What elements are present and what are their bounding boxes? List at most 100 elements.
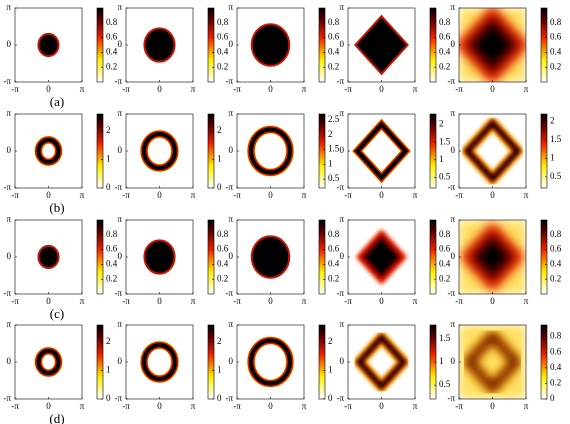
y-tick-label: 0 bbox=[451, 356, 456, 366]
colorbar-tick-label: 1 bbox=[328, 158, 333, 168]
colorbar bbox=[429, 113, 437, 189]
colorbar bbox=[207, 7, 215, 83]
colorbar-tick-label: 2.5 bbox=[328, 114, 340, 124]
heatmap bbox=[14, 219, 83, 295]
colorbar-tick-label: 0.8 bbox=[217, 17, 229, 27]
colorbar-tick-label: 0.4 bbox=[217, 46, 229, 56]
heatmap bbox=[458, 324, 527, 400]
heatmap bbox=[458, 219, 527, 295]
x-tick-label: 0 bbox=[157, 190, 162, 200]
x-tick-label: -π bbox=[11, 84, 19, 94]
colorbar-tick-label: 0.2 bbox=[217, 273, 228, 283]
heatmap bbox=[14, 7, 83, 83]
x-tick-label: 0 bbox=[46, 84, 51, 94]
heatmap bbox=[125, 219, 194, 295]
colorbar-tick-label: 0.5 bbox=[328, 173, 340, 183]
y-tick-label: -π bbox=[336, 288, 344, 298]
x-tick-label: 0 bbox=[157, 296, 162, 306]
heatmap bbox=[347, 7, 416, 83]
disk bbox=[37, 32, 60, 58]
heatmap bbox=[458, 7, 527, 83]
ring bbox=[249, 127, 292, 175]
colorbar-tick-label: 0.6 bbox=[106, 244, 118, 254]
colorbar-tick-label: 2 bbox=[550, 115, 555, 125]
disk bbox=[143, 239, 176, 275]
row-label: (b) bbox=[49, 200, 64, 215]
colorbar-tick-label: 0.8 bbox=[106, 229, 118, 239]
colorbar-tick-label: 1 bbox=[550, 152, 555, 162]
disk bbox=[467, 229, 518, 285]
disk bbox=[463, 13, 522, 77]
x-tick-label: 0 bbox=[268, 84, 273, 94]
heatmap bbox=[125, 7, 194, 83]
x-tick-label: π bbox=[524, 401, 529, 411]
disk bbox=[354, 14, 409, 76]
disk bbox=[37, 244, 60, 270]
y-tick-label: π bbox=[117, 108, 122, 118]
y-tick-label: -π bbox=[114, 182, 122, 192]
colorbar-tick-label: 0.5 bbox=[439, 171, 451, 181]
x-tick-label: -π bbox=[344, 84, 352, 94]
x-tick-label: π bbox=[302, 401, 307, 411]
colorbar bbox=[540, 324, 548, 400]
y-tick-label: π bbox=[228, 108, 233, 118]
x-tick-label: 0 bbox=[46, 190, 51, 200]
colorbar-tick-label: 0.8 bbox=[217, 229, 229, 239]
colorbar-tick-label: 0.4 bbox=[106, 258, 118, 268]
y-tick-label: π bbox=[228, 319, 233, 329]
heatmap-image bbox=[237, 220, 304, 294]
x-tick-label: π bbox=[80, 401, 85, 411]
y-tick-label: 0 bbox=[340, 39, 345, 49]
ring bbox=[142, 342, 177, 382]
y-tick-label: 0 bbox=[340, 145, 345, 155]
ring bbox=[249, 338, 292, 386]
colorbar-tick-label: 0.5 bbox=[550, 171, 562, 181]
y-tick-label: π bbox=[450, 108, 455, 118]
x-tick-label: 0 bbox=[157, 401, 162, 411]
ring bbox=[354, 121, 409, 181]
x-tick-label: -π bbox=[455, 84, 463, 94]
y-tick-label: 0 bbox=[229, 251, 234, 261]
y-tick-label: 0 bbox=[451, 251, 456, 261]
heatmap-image bbox=[348, 325, 415, 399]
x-tick-label: 0 bbox=[268, 401, 273, 411]
ring bbox=[356, 334, 407, 390]
heatmap bbox=[236, 219, 305, 295]
colorbar-tick-label: 0.4 bbox=[106, 46, 118, 56]
x-tick-label: 0 bbox=[379, 190, 384, 200]
y-tick-label: π bbox=[117, 319, 122, 329]
x-tick-label: π bbox=[524, 296, 529, 306]
heatmap-image bbox=[126, 8, 193, 82]
x-tick-label: -π bbox=[11, 296, 19, 306]
colorbar-tick-label: 0.6 bbox=[328, 32, 340, 42]
colorbar-tick-label: 0.8 bbox=[550, 229, 562, 239]
x-tick-label: 0 bbox=[157, 84, 162, 94]
colorbar-tick-label: 0.6 bbox=[550, 244, 562, 254]
x-tick-label: -π bbox=[344, 401, 352, 411]
colorbar bbox=[96, 113, 104, 189]
x-tick-label: -π bbox=[455, 401, 463, 411]
y-tick-label: -π bbox=[3, 288, 11, 298]
x-tick-label: π bbox=[302, 84, 307, 94]
background bbox=[126, 114, 193, 188]
y-tick-label: -π bbox=[225, 393, 233, 403]
heatmap-image bbox=[348, 220, 415, 294]
colorbar bbox=[207, 324, 215, 400]
y-tick-label: 0 bbox=[229, 39, 234, 49]
x-tick-label: 0 bbox=[268, 190, 273, 200]
colorbar-tick-label: 0 bbox=[106, 393, 111, 403]
y-tick-label: -π bbox=[114, 76, 122, 86]
colorbar bbox=[96, 219, 104, 295]
x-tick-label: -π bbox=[233, 190, 241, 200]
y-tick-label: π bbox=[450, 214, 455, 224]
colorbar-tick-label: 0.2 bbox=[328, 61, 339, 71]
x-tick-label: 0 bbox=[46, 401, 51, 411]
y-tick-label: -π bbox=[336, 393, 344, 403]
y-tick-label: 0 bbox=[7, 356, 12, 366]
y-tick-label: -π bbox=[3, 76, 11, 86]
colorbar-tick-label: 0.8 bbox=[439, 229, 451, 239]
colorbar-tick-label: 1.5 bbox=[439, 136, 451, 146]
x-tick-label: π bbox=[191, 296, 196, 306]
colorbar-tick-label: 0.4 bbox=[439, 46, 451, 56]
colorbar-tick-label: 1 bbox=[217, 365, 222, 375]
